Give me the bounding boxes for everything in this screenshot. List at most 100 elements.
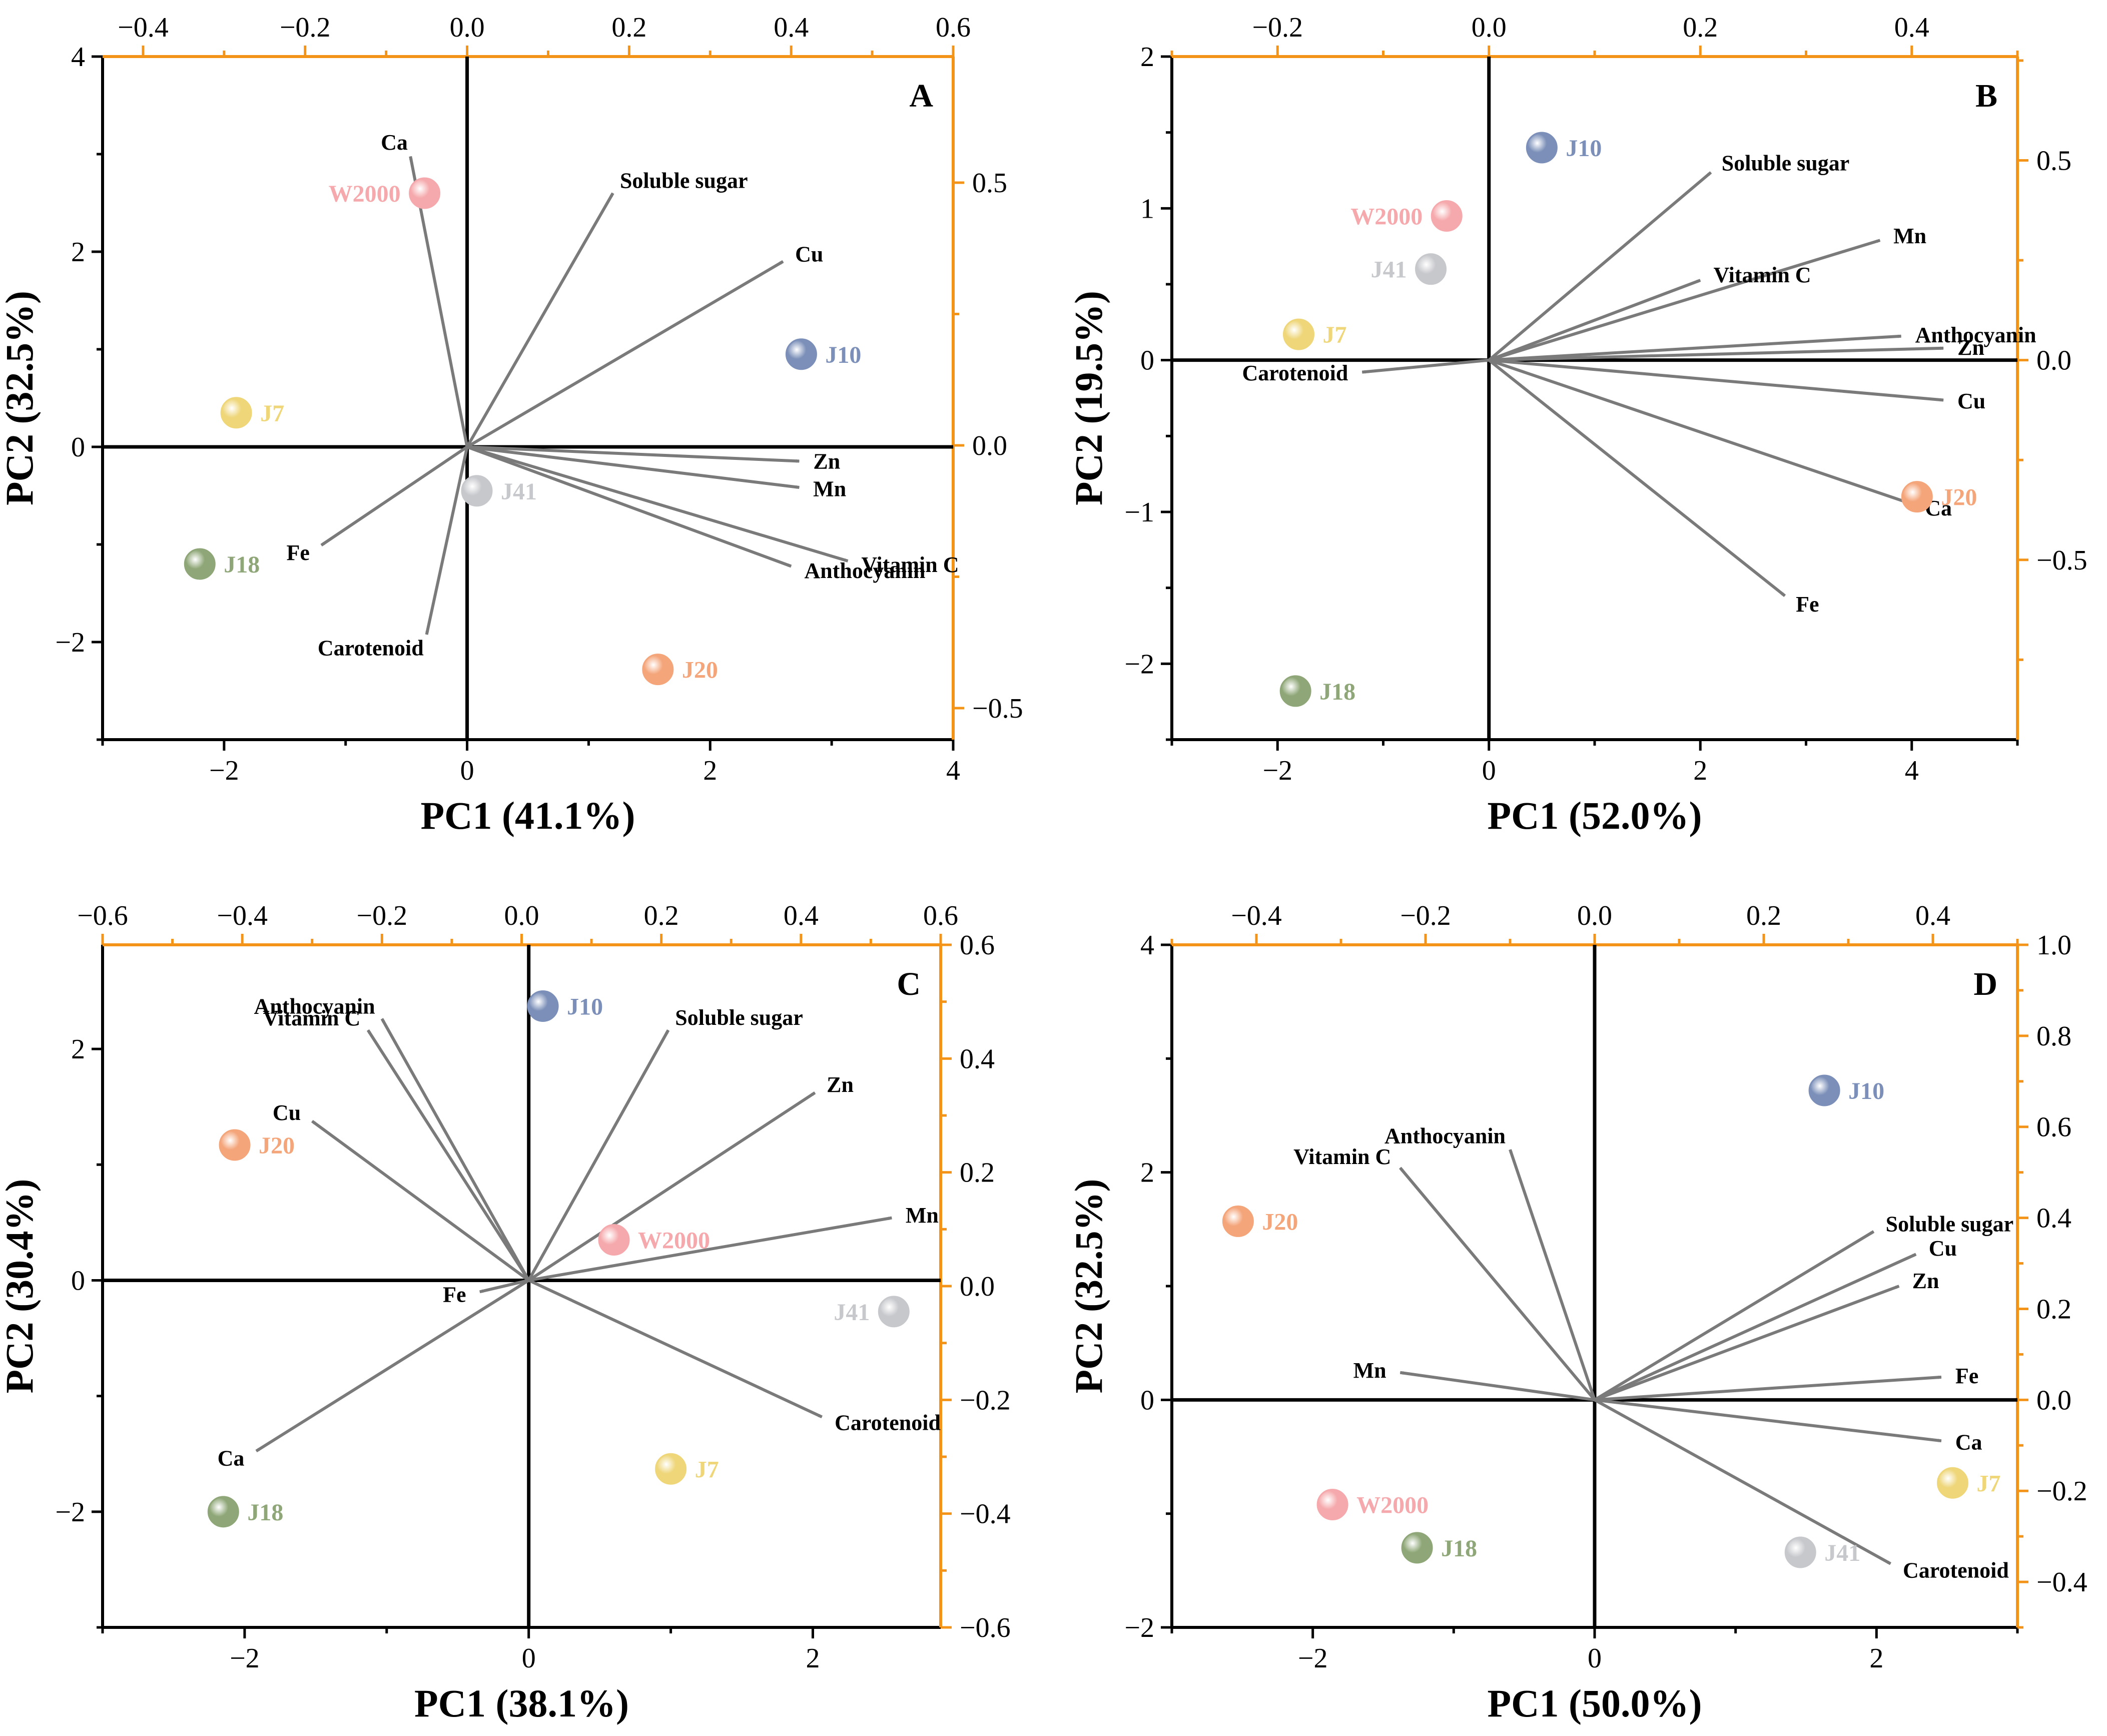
top-tick-label: 0.4 bbox=[784, 900, 819, 931]
right-tick-label: 0.0 bbox=[960, 1271, 995, 1302]
loading-vector bbox=[1594, 1253, 1917, 1402]
y-tick-label: 2 bbox=[1140, 42, 1154, 73]
sample-point bbox=[219, 1129, 251, 1161]
loading-vector bbox=[1594, 1375, 1942, 1402]
sample-point bbox=[1901, 481, 1933, 513]
loading-label: Anthocyanin bbox=[804, 558, 925, 583]
loading-label: Anthocyanin bbox=[1384, 1124, 1506, 1148]
y-tick-label: −2 bbox=[55, 627, 85, 658]
loading-label: Vitamin C bbox=[1293, 1144, 1391, 1169]
right-tick-label: 0.5 bbox=[972, 168, 1007, 199]
sample-label: J20 bbox=[259, 1132, 295, 1159]
x-tick-label: −2 bbox=[230, 1643, 260, 1674]
loading-vector bbox=[467, 445, 800, 463]
sample-label: J7 bbox=[260, 400, 284, 427]
sample-point bbox=[1283, 318, 1314, 350]
x-tick-label: 2 bbox=[703, 755, 717, 786]
sample-label: J10 bbox=[1848, 1078, 1884, 1104]
right-tick-label: 0.2 bbox=[960, 1158, 995, 1189]
y-tick-label: 0 bbox=[1140, 345, 1154, 376]
right-tick-label: 0.0 bbox=[2036, 345, 2071, 376]
sample-label: W2000 bbox=[638, 1228, 710, 1254]
y-tick-label: 0 bbox=[71, 1265, 85, 1296]
sample-point bbox=[1808, 1074, 1840, 1106]
x-axis-title: PC1 (41.1%) bbox=[421, 794, 635, 837]
loading-vector bbox=[1594, 1230, 1875, 1401]
loading-vector bbox=[466, 260, 784, 448]
y-tick-label: −1 bbox=[1124, 497, 1154, 528]
loading-label: Fe bbox=[443, 1283, 466, 1307]
y-tick-label: −2 bbox=[1124, 649, 1154, 680]
x-tick-label: 0 bbox=[1482, 755, 1496, 786]
loading-vector bbox=[1399, 1167, 1596, 1401]
sample-point bbox=[184, 548, 216, 580]
loading-label: Zn bbox=[1912, 1269, 1939, 1293]
loading-label: Anthocyanin bbox=[1915, 323, 2036, 347]
top-tick-label: −0.4 bbox=[217, 900, 268, 931]
loading-label: Cu bbox=[1929, 1236, 1957, 1261]
loading-vector bbox=[366, 1029, 530, 1282]
y-axis-title: PC2 (32.5%) bbox=[1067, 1179, 1110, 1394]
loading-label: Fe bbox=[1796, 592, 1819, 617]
right-tick-label: −0.4 bbox=[2036, 1567, 2087, 1598]
x-tick-label: 0 bbox=[522, 1643, 536, 1674]
sample-point bbox=[1936, 1467, 1968, 1499]
y-tick-label: 2 bbox=[71, 237, 85, 268]
sample-label: J10 bbox=[825, 342, 861, 368]
x-axis-title: PC1 (50.0%) bbox=[1488, 1681, 1702, 1725]
x-tick-label: 4 bbox=[946, 755, 960, 786]
right-tick-label: 0.6 bbox=[960, 930, 995, 961]
sample-point bbox=[1415, 253, 1447, 285]
top-tick-label: −0.2 bbox=[1252, 12, 1303, 43]
sample-label: J18 bbox=[247, 1499, 283, 1526]
sample-point bbox=[1316, 1488, 1348, 1520]
sample-point bbox=[1401, 1532, 1433, 1564]
x-tick-label: 2 bbox=[806, 1643, 820, 1674]
loading-vector bbox=[465, 192, 614, 448]
panel-D: −2 0 2 −2 0 2 4 −0.4 −0.2 0.0 0.2 0.4 −0.4 −0.2 0.0 0.2… bbox=[1067, 900, 2087, 1725]
panel-letter: D bbox=[1973, 966, 1997, 1002]
x-tick-label: 0 bbox=[460, 755, 474, 786]
y-tick-label: 1 bbox=[1140, 193, 1154, 224]
loading-label: Soluble sugar bbox=[675, 1005, 803, 1030]
x-tick-label: 2 bbox=[1693, 755, 1707, 786]
top-tick-label: 0.0 bbox=[1472, 12, 1507, 43]
loading-label: Mn bbox=[1893, 224, 1926, 248]
right-tick-label: −0.2 bbox=[960, 1385, 1011, 1416]
loading-vector bbox=[425, 446, 469, 635]
top-tick-label: −0.4 bbox=[118, 12, 169, 43]
sample-point bbox=[598, 1224, 630, 1256]
loading-vector bbox=[380, 1018, 530, 1281]
x-tick-label: 2 bbox=[1869, 1643, 1883, 1674]
right-tick-label: −0.5 bbox=[2036, 545, 2087, 576]
loading-label: Ca bbox=[218, 1446, 245, 1470]
right-tick-label: −0.2 bbox=[2036, 1476, 2087, 1507]
loading-vector bbox=[528, 1216, 892, 1282]
sample-point bbox=[220, 397, 252, 429]
loading-vector bbox=[527, 1029, 670, 1281]
right-tick-label: 0.8 bbox=[2036, 1021, 2071, 1052]
right-tick-label: −0.4 bbox=[960, 1499, 1011, 1530]
loading-vector bbox=[1594, 1285, 1900, 1402]
y-tick-label: 0 bbox=[1140, 1385, 1154, 1416]
loading-label: Zn bbox=[813, 449, 840, 474]
y-axis-title: PC2 (19.5%) bbox=[1067, 291, 1110, 505]
panel-C: −2 0 2 −2 0 2 −0.6 −0.4 −0.2 0.0 0.2 0.4 0.6 −0.6 −0.4… bbox=[0, 900, 1011, 1725]
right-tick-label: 1.0 bbox=[2036, 930, 2071, 961]
loading-label: Anthocyanin bbox=[254, 994, 375, 1018]
right-tick-label: 0.5 bbox=[2036, 146, 2071, 177]
y-tick-label: 2 bbox=[1140, 1158, 1154, 1189]
top-tick-label: −0.2 bbox=[357, 900, 408, 931]
y-axis-title: PC2 (32.5%) bbox=[0, 291, 41, 505]
loading-label: Mn bbox=[906, 1203, 939, 1228]
top-tick-label: 0.0 bbox=[504, 900, 539, 931]
panel-letter: C bbox=[897, 966, 921, 1002]
sample-point bbox=[785, 338, 817, 370]
sample-point bbox=[461, 475, 493, 507]
loading-vector bbox=[1489, 334, 1902, 362]
sample-label: W2000 bbox=[1350, 204, 1423, 230]
top-tick-label: 0.2 bbox=[1746, 900, 1781, 931]
right-tick-label: 0.2 bbox=[2036, 1294, 2071, 1325]
panel-letter: A bbox=[909, 78, 933, 114]
